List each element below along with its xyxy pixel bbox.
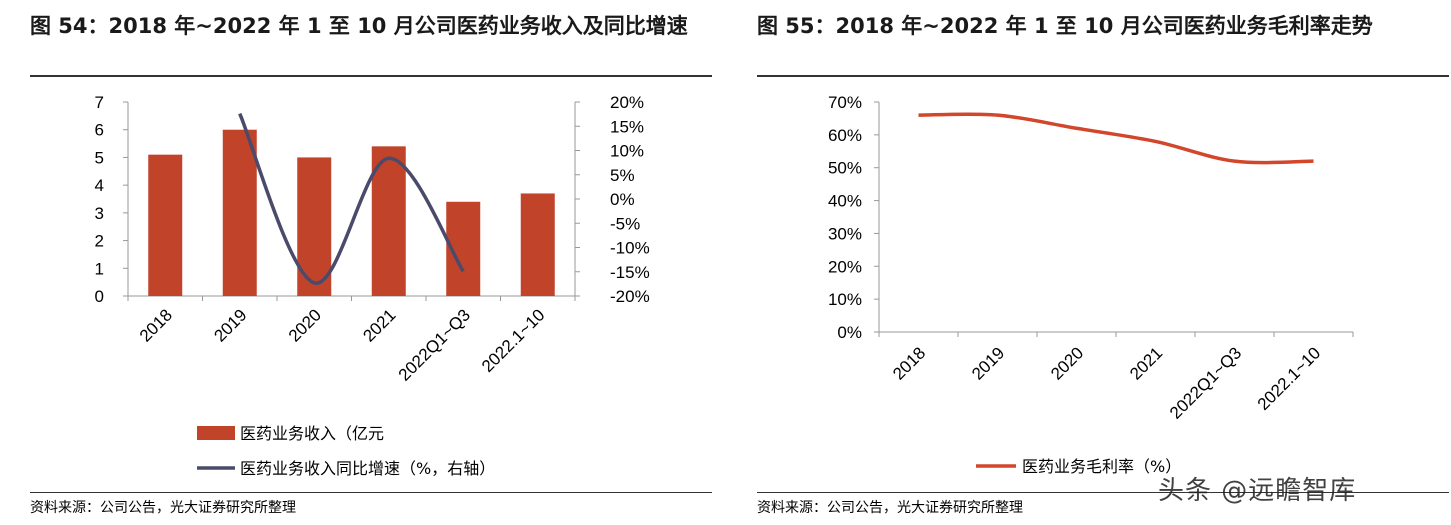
left-y-tick-label: 2: [95, 232, 104, 251]
left-y-tick-label: 1: [95, 259, 104, 278]
revenue-bar: [520, 193, 555, 296]
gm-y-tick-label: 10%: [828, 290, 862, 309]
gross-margin-line: [918, 112, 1314, 165]
left-figure-title: 图 54：2018 年~2022 年 1 至 10 月公司医药业务收入及同比增速: [30, 14, 688, 38]
gm-x-tick-label: 2018: [889, 343, 929, 383]
revenue-bar: [148, 154, 183, 296]
right-y-tick-label: -10%: [610, 239, 650, 258]
right-y-tick-label: -15%: [610, 263, 650, 282]
gm-x-tick-label: 2022.1~10: [1254, 343, 1325, 414]
gm-legend-label: 医药业务毛利率（%）: [1022, 457, 1181, 476]
gm-y-tick-label: 40%: [828, 192, 862, 211]
left-y-tick-label: 4: [95, 176, 104, 195]
right-figure-title: 图 55：2018 年~2022 年 1 至 10 月公司医药业务毛利率走势: [757, 14, 1373, 38]
left-source-text: 资料来源：公司公告，光大证券研究所整理: [30, 500, 296, 516]
right-y-tick-label: 15%: [610, 117, 644, 136]
left-x-tick-label: 2022Q1~Q3: [395, 305, 474, 384]
right-y-tick-label: 20%: [610, 93, 644, 112]
right-source-text: 资料来源：公司公告，光大证券研究所整理: [757, 500, 1023, 516]
gm-x-tick-label: 2020: [1047, 343, 1087, 383]
right-figure-panel: 图 55：2018 年~2022 年 1 至 10 月公司医药业务毛利率走势 资…: [735, 0, 1451, 525]
legend-bar-label: 医药业务收入（亿元: [240, 424, 384, 443]
left-y-tick-label: 6: [95, 121, 104, 140]
left-x-tick-label: 2018: [136, 305, 176, 345]
left-y-tick-label: 7: [95, 93, 104, 112]
left-figure-panel: 图 54：2018 年~2022 年 1 至 10 月公司医药业务收入及同比增速…: [0, 0, 715, 525]
left-source-rule: [30, 492, 712, 493]
growth-rate-line: [238, 112, 465, 285]
right-y-tick-label: -20%: [610, 287, 650, 306]
gm-y-tick-label: 20%: [828, 257, 862, 276]
right-y-tick-label: 0%: [610, 190, 635, 209]
gm-y-tick-label: 60%: [828, 126, 862, 145]
left-y-tick-label: 0: [95, 287, 104, 306]
left-title-rule: [30, 75, 712, 77]
left-x-tick-label: 2020: [285, 305, 325, 345]
left-x-tick-label: 2022.1~10: [478, 305, 549, 376]
gm-y-tick-label: 30%: [828, 224, 862, 243]
legend-bar-swatch: [197, 426, 235, 440]
gm-x-tick-label: 2019: [968, 343, 1008, 383]
left-y-tick-label: 3: [95, 204, 104, 223]
gm-x-tick-label: 2022Q1~Q3: [1166, 343, 1245, 422]
left-y-tick-label: 5: [95, 148, 104, 167]
left-x-tick-label: 2019: [210, 305, 250, 345]
revenue-bar: [371, 146, 406, 296]
gm-x-tick-label: 2021: [1126, 343, 1166, 383]
right-y-tick-label: 5%: [610, 166, 635, 185]
right-title-rule: [757, 75, 1449, 77]
watermark-text: 头条 @远瞻智库: [1158, 476, 1357, 506]
left-x-tick-label: 2021: [359, 305, 399, 345]
gm-y-tick-label: 70%: [828, 93, 862, 112]
right-source-rule: [757, 492, 1449, 493]
right-y-tick-label: -5%: [610, 214, 640, 233]
gm-y-tick-label: 0%: [837, 323, 862, 342]
right-y-tick-label: 10%: [610, 142, 644, 161]
legend-line-label: 医药业务收入同比增速（%，右轴）: [240, 459, 495, 478]
revenue-bar: [222, 129, 257, 296]
gm-y-tick-label: 50%: [828, 159, 862, 178]
